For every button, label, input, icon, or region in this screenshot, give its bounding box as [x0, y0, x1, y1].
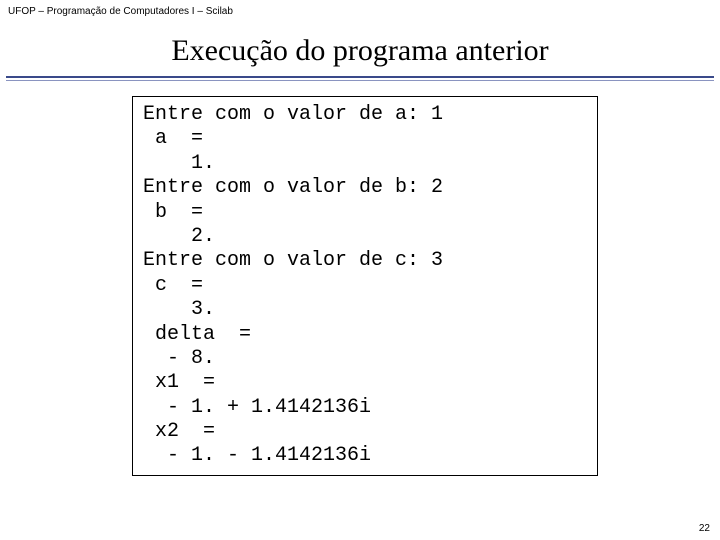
divider-line-top: [6, 76, 714, 78]
code-output-box: Entre com o valor de a: 1 a = 1. Entre c…: [132, 96, 598, 476]
page-number: 22: [699, 523, 710, 534]
divider-line-bottom: [6, 80, 714, 81]
header-label: UFOP – Programação de Computadores I – S…: [8, 6, 233, 17]
code-output-text: Entre com o valor de a: 1 a = 1. Entre c…: [143, 103, 587, 469]
slide-title: Execução do programa anterior: [0, 34, 720, 68]
title-divider: [6, 76, 714, 82]
